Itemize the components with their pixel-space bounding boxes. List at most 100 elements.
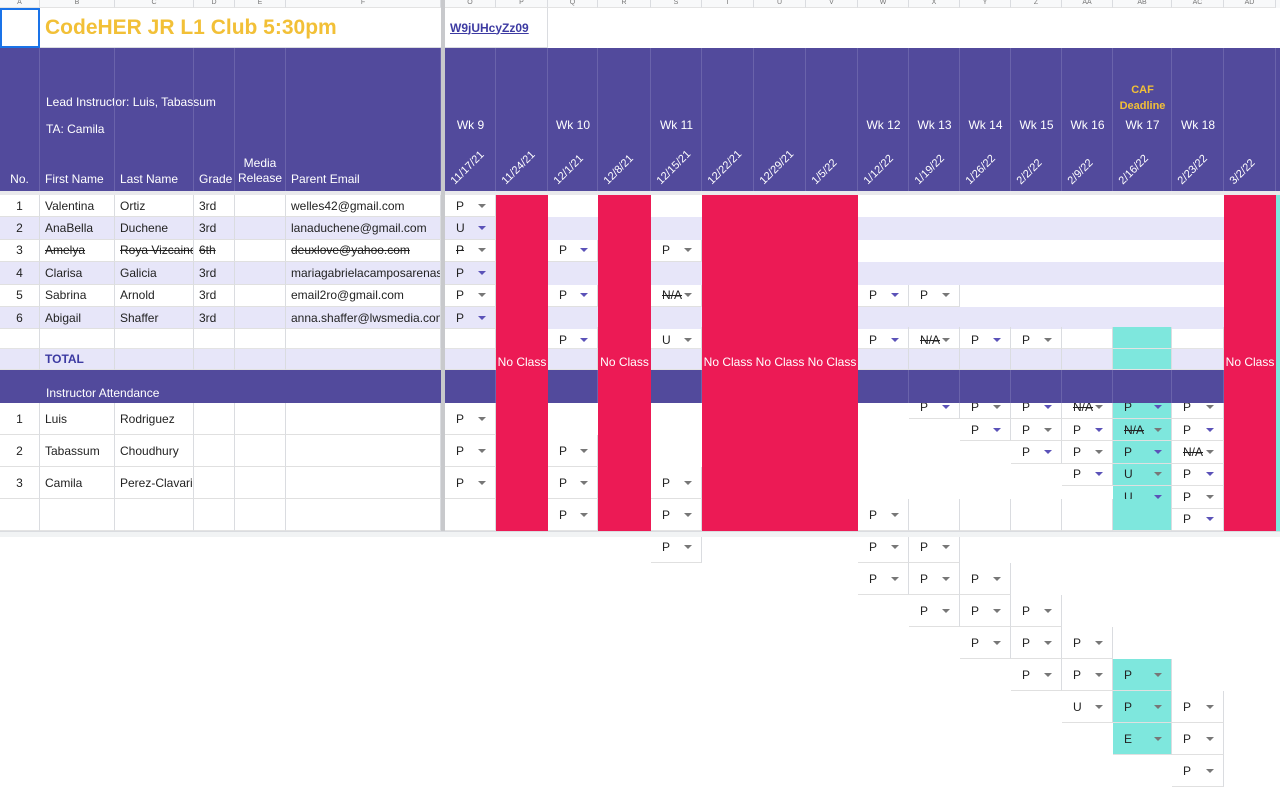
empty-cell[interactable] xyxy=(115,499,194,531)
total-cell[interactable] xyxy=(858,349,909,370)
empty-cell[interactable] xyxy=(235,467,286,499)
attendance-dropdown[interactable]: P xyxy=(1011,659,1062,691)
total-cell[interactable] xyxy=(445,349,496,370)
student-first-cell[interactable]: Clarisa xyxy=(40,262,115,285)
empty-cell[interactable] xyxy=(194,327,235,349)
total-cell[interactable] xyxy=(286,349,441,370)
column-letter[interactable]: Y xyxy=(960,0,1011,8)
column-letter[interactable]: O xyxy=(445,0,496,8)
total-cell[interactable] xyxy=(1172,349,1224,370)
attendance-dropdown[interactable]: P xyxy=(1172,755,1224,787)
empty-cell[interactable] xyxy=(1113,327,1172,349)
instructor-no-cell[interactable]: 1 xyxy=(0,403,40,435)
empty-cell[interactable] xyxy=(445,499,496,531)
empty-cell[interactable] xyxy=(1011,327,1062,349)
student-first-cell[interactable]: Valentina xyxy=(40,195,115,218)
attendance-dropdown[interactable]: P xyxy=(1062,659,1113,691)
instructor-first-cell[interactable]: Camila xyxy=(40,467,115,499)
student-last-cell[interactable]: Shaffer xyxy=(115,307,194,330)
student-grade-cell[interactable]: 3rd xyxy=(194,262,235,285)
attendance-dropdown[interactable]: P xyxy=(1172,486,1224,509)
total-cell[interactable] xyxy=(194,349,235,370)
student-last-cell[interactable]: Duchene xyxy=(115,217,194,240)
student-last-cell[interactable]: Arnold xyxy=(115,284,194,307)
column-letter[interactable]: U xyxy=(754,0,806,8)
student-grade-cell[interactable]: 3rd xyxy=(194,195,235,218)
attendance-dropdown[interactable]: P xyxy=(1172,396,1224,419)
media-release-cell[interactable] xyxy=(235,307,286,330)
attendance-dropdown[interactable]: P xyxy=(1062,463,1113,487)
attendance-dropdown[interactable]: P xyxy=(1062,441,1113,464)
total-cell[interactable] xyxy=(651,349,702,370)
attendance-dropdown[interactable]: E xyxy=(1113,723,1172,755)
attendance-dropdown[interactable]: P xyxy=(858,563,909,595)
column-letter[interactable]: D xyxy=(194,0,235,8)
attendance-dropdown[interactable]: P xyxy=(445,239,496,263)
total-cell[interactable] xyxy=(0,349,40,370)
empty-cell[interactable] xyxy=(286,499,441,531)
total-cell[interactable] xyxy=(1011,349,1062,370)
total-cell[interactable] xyxy=(548,349,598,370)
student-first-cell[interactable]: Abigail xyxy=(40,307,115,330)
attendance-dropdown[interactable]: N/A xyxy=(1062,396,1113,419)
attendance-dropdown[interactable]: P xyxy=(445,307,496,330)
student-email-cell[interactable]: deuxlove@yahoo.com xyxy=(286,239,441,263)
student-grade-cell[interactable]: 3rd xyxy=(194,307,235,330)
empty-cell[interactable] xyxy=(909,499,960,531)
empty-cell[interactable] xyxy=(1172,327,1224,349)
attendance-dropdown[interactable]: U xyxy=(445,217,496,240)
student-grade-cell[interactable]: 3rd xyxy=(194,217,235,240)
attendance-dropdown[interactable]: P xyxy=(1113,659,1172,691)
column-letter[interactable]: C xyxy=(115,0,194,8)
column-letter[interactable]: T xyxy=(702,0,754,8)
total-cell[interactable] xyxy=(1113,349,1172,370)
instructor-no-cell[interactable]: 3 xyxy=(0,467,40,499)
student-no-cell[interactable]: 4 xyxy=(0,262,40,285)
empty-cell[interactable] xyxy=(40,327,115,349)
attendance-dropdown[interactable]: P xyxy=(909,563,960,595)
attendance-dropdown[interactable]: N/A xyxy=(651,284,702,307)
horizontal-scrollbar[interactable] xyxy=(0,531,1280,537)
student-email-cell[interactable]: email2ro@gmail.com xyxy=(286,284,441,307)
attendance-dropdown[interactable]: P xyxy=(1011,595,1062,627)
total-cell[interactable] xyxy=(235,349,286,370)
attendance-dropdown[interactable]: N/A xyxy=(1172,441,1224,464)
student-email-cell[interactable]: mariagabrielacamposarenas@ xyxy=(286,262,441,285)
attendance-dropdown[interactable]: P xyxy=(960,418,1011,442)
student-first-cell[interactable]: AnaBella xyxy=(40,217,115,240)
empty-cell[interactable] xyxy=(909,327,960,349)
attendance-dropdown[interactable]: P xyxy=(1011,396,1062,419)
total-cell[interactable] xyxy=(115,349,194,370)
empty-cell[interactable] xyxy=(235,499,286,531)
instructor-last-cell[interactable]: Choudhury xyxy=(115,435,194,467)
attendance-dropdown[interactable]: P xyxy=(1172,691,1224,723)
empty-cell[interactable] xyxy=(235,403,286,435)
empty-cell[interactable] xyxy=(0,327,40,349)
attendance-dropdown[interactable]: P xyxy=(960,595,1011,627)
attendance-dropdown[interactable]: P xyxy=(548,284,598,307)
student-no-cell[interactable]: 2 xyxy=(0,217,40,240)
instructor-first-cell[interactable]: Luis xyxy=(40,403,115,435)
attendance-dropdown[interactable]: P xyxy=(1172,463,1224,487)
column-letter[interactable]: S xyxy=(651,0,702,8)
student-no-cell[interactable]: 6 xyxy=(0,307,40,330)
empty-cell[interactable] xyxy=(1062,327,1113,349)
empty-cell[interactable] xyxy=(40,499,115,531)
instructor-first-cell[interactable]: Tabassum xyxy=(40,435,115,467)
attendance-dropdown[interactable]: P xyxy=(960,396,1011,419)
attendance-dropdown[interactable]: P xyxy=(445,435,496,467)
instructor-no-cell[interactable]: 2 xyxy=(0,435,40,467)
student-email-cell[interactable]: lanaduchene@gmail.com xyxy=(286,217,441,240)
student-last-cell[interactable]: Roya Vizcaino xyxy=(115,239,194,263)
attendance-dropdown[interactable]: P xyxy=(1011,627,1062,659)
sheet-title-cell[interactable]: CodeHER JR L1 Club 5:30pm xyxy=(40,8,441,48)
attendance-dropdown[interactable]: P xyxy=(1113,441,1172,464)
attendance-dropdown[interactable]: P xyxy=(548,239,598,263)
total-cell[interactable] xyxy=(960,349,1011,370)
media-release-cell[interactable] xyxy=(235,239,286,263)
link-cell[interactable]: W9jUHcyZz09 xyxy=(445,8,548,48)
attendance-dropdown[interactable]: P xyxy=(909,284,960,307)
attendance-dropdown[interactable]: P xyxy=(445,195,496,218)
column-letter[interactable]: R xyxy=(598,0,651,8)
attendance-dropdown[interactable]: P xyxy=(1062,418,1113,442)
